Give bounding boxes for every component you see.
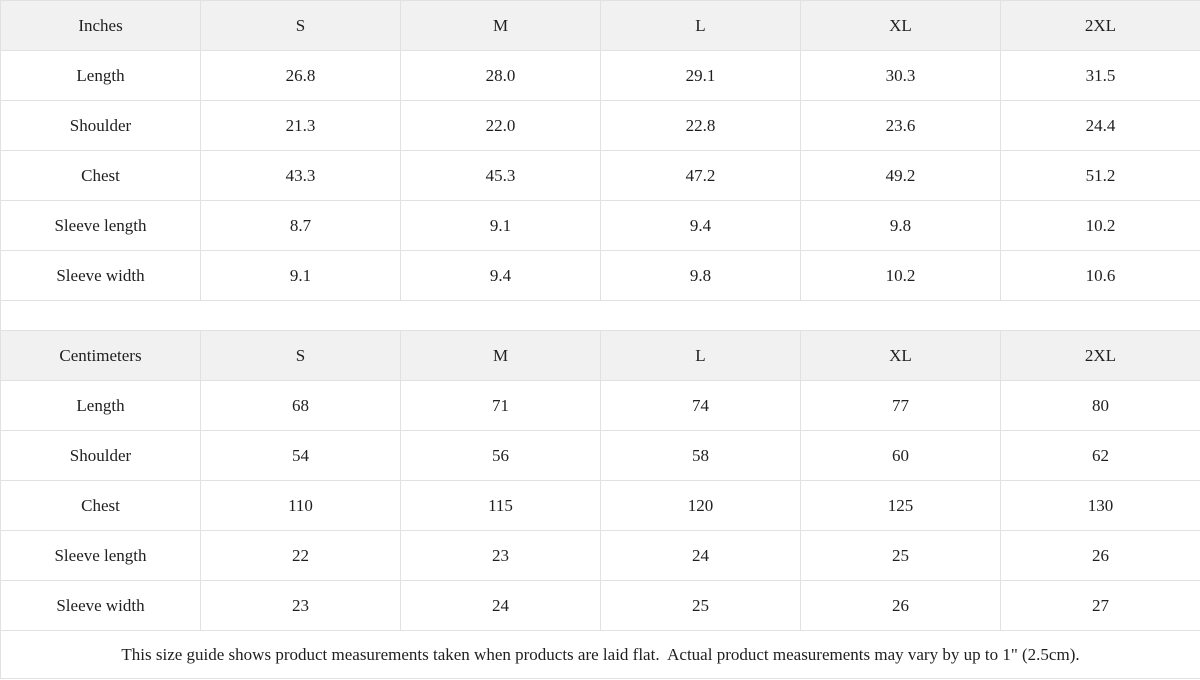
measurement-cell: 24.4: [1000, 100, 1200, 151]
measurement-cell: 125: [800, 480, 1001, 531]
measurement-cell: 10.6: [1000, 250, 1200, 301]
measurement-cell: 26: [800, 580, 1001, 631]
centimeters-header-row: Centimeters S M L XL 2XL: [0, 330, 1200, 381]
measurement-cell: 8.7: [200, 200, 401, 251]
measurement-cell: 9.8: [600, 250, 801, 301]
measurement-cell: 9.4: [600, 200, 801, 251]
unit-label-centimeters: Centimeters: [0, 330, 201, 381]
measurement-cell: 74: [600, 380, 801, 431]
measurement-row: Sleeve width 23 24 25 26 27: [0, 580, 1200, 631]
measurement-cell: 60: [800, 430, 1001, 481]
measurement-cell: 22.8: [600, 100, 801, 151]
size-column-header: S: [200, 0, 401, 51]
measure-row-label: Sleeve length: [0, 200, 201, 251]
size-column-header: L: [600, 0, 801, 51]
measurement-cell: 9.8: [800, 200, 1001, 251]
measurement-cell: 31.5: [1000, 50, 1200, 101]
measurement-cell: 130: [1000, 480, 1200, 531]
size-column-header: XL: [800, 0, 1001, 51]
measure-row-label: Chest: [0, 480, 201, 531]
measurement-cell: 30.3: [800, 50, 1001, 101]
size-column-header: S: [200, 330, 401, 381]
measurement-cell: 110: [200, 480, 401, 531]
measurement-cell: 23: [400, 530, 601, 581]
measurement-cell: 115: [400, 480, 601, 531]
measure-row-label: Length: [0, 50, 201, 101]
measurement-cell: 10.2: [1000, 200, 1200, 251]
measurement-cell: 68: [200, 380, 401, 431]
measurement-row: Length 26.8 28.0 29.1 30.3 31.5: [0, 50, 1200, 101]
measurement-row: Sleeve length 8.7 9.1 9.4 9.8 10.2: [0, 200, 1200, 251]
footer-note: This size guide shows product measuremen…: [0, 630, 1200, 679]
measurement-cell: 25: [600, 580, 801, 631]
measurement-row: Length 68 71 74 77 80: [0, 380, 1200, 431]
measurement-cell: 10.2: [800, 250, 1001, 301]
measure-row-label: Length: [0, 380, 201, 431]
measurement-cell: 29.1: [600, 50, 801, 101]
size-column-header: XL: [800, 330, 1001, 381]
inches-header-row: Inches S M L XL 2XL: [0, 0, 1200, 51]
measurement-cell: 25: [800, 530, 1001, 581]
measurement-cell: 9.1: [400, 200, 601, 251]
measurement-cell: 23: [200, 580, 401, 631]
measure-row-label: Sleeve length: [0, 530, 201, 581]
measurement-cell: 49.2: [800, 150, 1001, 201]
measurement-cell: 28.0: [400, 50, 601, 101]
measurement-cell: 43.3: [200, 150, 401, 201]
measurement-cell: 80: [1000, 380, 1200, 431]
measurement-cell: 27: [1000, 580, 1200, 631]
table-spacer-row: [0, 300, 1200, 331]
measurement-cell: 47.2: [600, 150, 801, 201]
measurement-cell: 24: [600, 530, 801, 581]
measure-row-label: Chest: [0, 150, 201, 201]
measurement-cell: 71: [400, 380, 601, 431]
measurement-cell: 9.1: [200, 250, 401, 301]
measurement-cell: 22: [200, 530, 401, 581]
measure-row-label: Shoulder: [0, 430, 201, 481]
measurement-cell: 21.3: [200, 100, 401, 151]
measurement-cell: 26.8: [200, 50, 401, 101]
measurement-cell: 45.3: [400, 150, 601, 201]
measurement-cell: 23.6: [800, 100, 1001, 151]
measurement-row: Sleeve width 9.1 9.4 9.8 10.2 10.6: [0, 250, 1200, 301]
measurement-cell: 26: [1000, 530, 1200, 581]
measure-row-label: Shoulder: [0, 100, 201, 151]
measure-row-label: Sleeve width: [0, 250, 201, 301]
measurement-cell: 51.2: [1000, 150, 1200, 201]
size-column-header: 2XL: [1000, 0, 1200, 51]
size-column-header: M: [400, 330, 601, 381]
measure-row-label: Sleeve width: [0, 580, 201, 631]
measurement-cell: 77: [800, 380, 1001, 431]
measurement-row: Chest 43.3 45.3 47.2 49.2 51.2: [0, 150, 1200, 201]
size-column-header: M: [400, 0, 601, 51]
size-column-header: L: [600, 330, 801, 381]
size-column-header: 2XL: [1000, 330, 1200, 381]
measurement-row: Sleeve length 22 23 24 25 26: [0, 530, 1200, 581]
measurement-cell: 58: [600, 430, 801, 481]
measurement-row: Shoulder 54 56 58 60 62: [0, 430, 1200, 481]
measurement-cell: 9.4: [400, 250, 601, 301]
measurement-cell: 62: [1000, 430, 1200, 481]
measurement-cell: 120: [600, 480, 801, 531]
spacer-cell: [0, 300, 1200, 331]
measurement-row: Chest 110 115 120 125 130: [0, 480, 1200, 531]
measurement-cell: 24: [400, 580, 601, 631]
measurement-row: Shoulder 21.3 22.0 22.8 23.6 24.4: [0, 100, 1200, 151]
measurement-cell: 54: [200, 430, 401, 481]
unit-label-inches: Inches: [0, 0, 201, 51]
footer-note-row: This size guide shows product measuremen…: [0, 630, 1200, 679]
measurement-cell: 56: [400, 430, 601, 481]
measurement-cell: 22.0: [400, 100, 601, 151]
